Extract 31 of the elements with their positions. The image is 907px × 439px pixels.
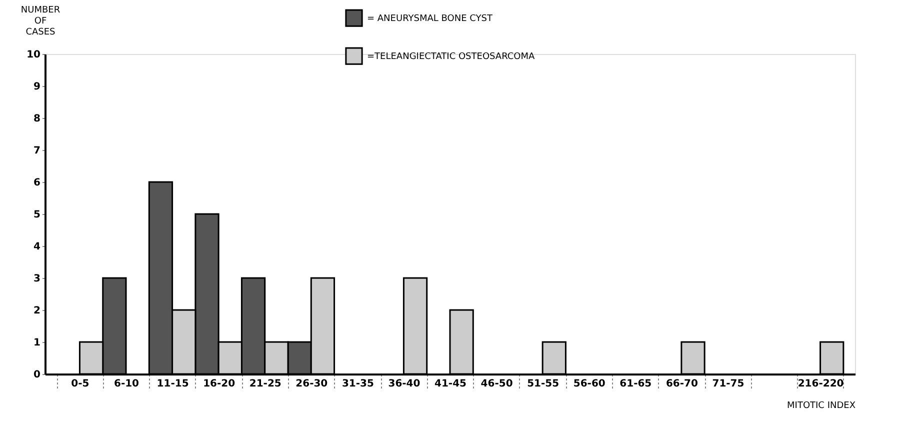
- x-tick-label: 66-70: [666, 378, 698, 390]
- x-tick-label: 11-15: [156, 378, 189, 390]
- y-tick-label: 6: [34, 178, 41, 188]
- x-tick-label: 41-45: [434, 378, 467, 390]
- legend-label: = ANEURYSMAL BONE CYST: [367, 14, 493, 24]
- y-tick-label: 5: [34, 210, 41, 220]
- y-tick-label: 10: [26, 50, 41, 60]
- y-axis-title: NUMBER OF CASES: [20, 6, 60, 38]
- y-tick-label: 4: [34, 242, 41, 252]
- x-tick-label: 26-30: [296, 378, 328, 390]
- x-tick-label: 51-55: [527, 378, 560, 390]
- y-tick-label: 7: [34, 146, 41, 156]
- x-tick-label: 36-40: [388, 378, 420, 390]
- y-tick-label: 2: [34, 306, 41, 316]
- x-tick-label: 71-75: [712, 378, 744, 390]
- x-tick-label: 6-10: [114, 378, 140, 390]
- x-tick-label: 46-50: [480, 378, 513, 390]
- x-tick-label: 21-25: [249, 378, 282, 390]
- x-tick-label: 0-5: [71, 378, 90, 390]
- y-tick-label: 0: [34, 370, 41, 380]
- y-tick-label: 1: [34, 338, 41, 348]
- y-tick-label: 8: [34, 114, 41, 124]
- y-tick-label: 9: [34, 82, 41, 92]
- x-tick-label: 31-35: [342, 378, 374, 390]
- x-tick-label: 56-60: [573, 378, 606, 390]
- x-tick-label: 216-220: [798, 378, 844, 390]
- x-tick-label: 16-20: [203, 378, 236, 390]
- x-axis-title: MITOTIC INDEX: [787, 401, 856, 411]
- legend-label: =TELEANGIECTATIC OSTEOSARCOMA: [367, 52, 536, 62]
- y-tick-label: 3: [34, 274, 41, 284]
- x-tick-label: 61-65: [620, 378, 652, 390]
